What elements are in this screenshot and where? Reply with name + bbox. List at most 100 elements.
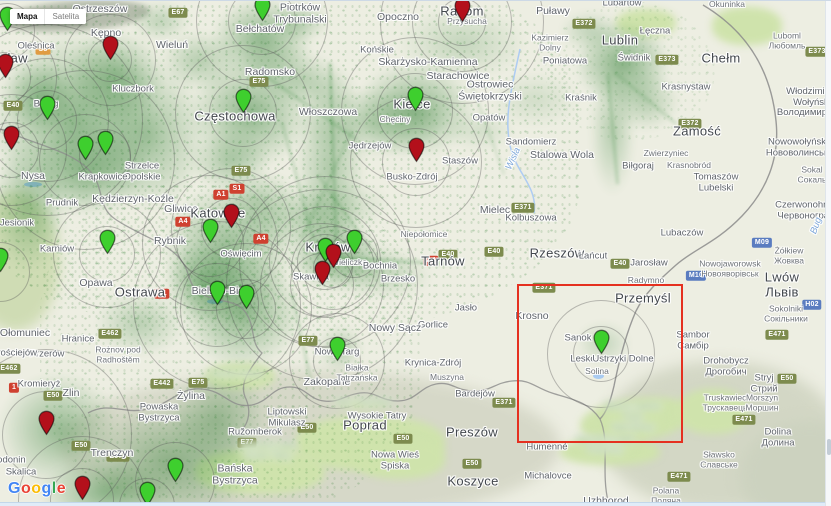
map-button[interactable]: Mapa xyxy=(10,9,46,25)
google-logo-letter: e xyxy=(56,480,67,497)
road-shield: E442 xyxy=(150,378,174,390)
pin-icon xyxy=(324,243,342,269)
pin-icon xyxy=(76,135,94,161)
map-pin-red[interactable] xyxy=(222,203,240,229)
map-pin-green[interactable] xyxy=(201,218,219,244)
road-shield: E371 xyxy=(511,202,535,214)
gps-density-blob xyxy=(610,71,680,131)
road-shield: E50 xyxy=(297,422,317,434)
road-shield: E77 xyxy=(298,335,318,347)
pin-icon xyxy=(73,475,91,501)
map-pin-green[interactable] xyxy=(98,229,116,255)
map-pin-green[interactable] xyxy=(592,329,610,355)
pin-icon xyxy=(234,88,252,114)
road-shield: E372 xyxy=(572,18,596,30)
google-logo-letter: o xyxy=(20,480,32,497)
map-pin-green[interactable] xyxy=(96,130,114,156)
google-logo-letter: G xyxy=(8,480,21,497)
pin-icon xyxy=(101,35,119,61)
road-shield: E50 xyxy=(43,390,63,402)
map-pin-red[interactable] xyxy=(101,35,119,61)
map-pin-green[interactable] xyxy=(166,457,184,483)
vertical-scrollbar[interactable] xyxy=(825,1,831,506)
park-patch xyxy=(355,439,445,479)
map-pin-green[interactable] xyxy=(406,86,424,112)
gps-density-blob xyxy=(574,20,670,106)
horizontal-scrollbar[interactable] xyxy=(0,502,825,506)
map-pin-red[interactable] xyxy=(313,260,331,286)
road-shield: S1 xyxy=(229,183,245,195)
road-shield: E40 xyxy=(438,249,458,261)
map-pin-green[interactable] xyxy=(38,95,56,121)
map-pin-red[interactable] xyxy=(2,125,20,151)
road-shield: E50 xyxy=(777,373,797,385)
marker-range-ring xyxy=(547,300,655,408)
pin-icon xyxy=(2,125,20,151)
marker-range-ring xyxy=(289,313,385,409)
satellite-button[interactable]: Satelita xyxy=(45,9,87,25)
map-pin-red[interactable] xyxy=(453,1,471,23)
road-shield: S8 xyxy=(35,44,51,56)
map-type-control: Mapa Satelita xyxy=(10,9,87,25)
road-shield: A4 xyxy=(175,216,191,228)
pin-icon xyxy=(592,329,610,355)
marker-range-ring xyxy=(79,129,131,181)
road-shield: E372 xyxy=(678,118,702,130)
pin-icon xyxy=(98,229,116,255)
map-pin-green[interactable] xyxy=(234,88,252,114)
google-logo-letter: l xyxy=(51,480,57,497)
road-shield: H02 xyxy=(802,299,822,311)
map-pin-green[interactable] xyxy=(0,247,9,273)
pin-icon xyxy=(313,260,331,286)
road-shield: E75 xyxy=(231,165,251,177)
map-pin-red[interactable] xyxy=(37,410,55,436)
pin-icon xyxy=(345,229,363,255)
road-shield: E75 xyxy=(249,76,269,88)
google-logo-letter: o xyxy=(31,480,42,497)
google-logo[interactable]: Google xyxy=(8,480,66,498)
map-pin-red[interactable] xyxy=(324,243,342,269)
pin-icon xyxy=(0,247,9,273)
pin-icon xyxy=(253,1,271,22)
road-shield: E371 xyxy=(532,282,556,294)
pin-icon xyxy=(38,95,56,121)
road-shield: E373 xyxy=(655,54,679,66)
map-pin-red[interactable] xyxy=(407,137,425,163)
vertical-scrollbar-thumb[interactable] xyxy=(827,439,831,455)
road-shield: M09 xyxy=(751,237,773,249)
pin-icon xyxy=(37,410,55,436)
road-shield: E471 xyxy=(765,329,789,341)
map-pin-green[interactable] xyxy=(138,481,156,503)
pin-icon xyxy=(138,481,156,503)
map-pin-green[interactable] xyxy=(253,1,271,22)
map-pin-green[interactable] xyxy=(345,229,363,255)
map-pin-red[interactable] xyxy=(73,475,91,501)
pin-icon xyxy=(0,53,14,79)
road-shield: A4 xyxy=(253,233,269,245)
pin-icon xyxy=(96,130,114,156)
pin-icon xyxy=(453,1,471,23)
pin-icon xyxy=(237,284,255,310)
map-pin-green[interactable] xyxy=(208,280,226,306)
road-shield: E371 xyxy=(492,397,516,409)
road-shield: E50 xyxy=(393,433,413,445)
road-shield: E40 xyxy=(3,100,23,112)
pin-icon xyxy=(201,218,219,244)
road-shield: E462 xyxy=(0,363,21,375)
map-pin-green[interactable] xyxy=(76,135,94,161)
map-pin-green[interactable] xyxy=(237,284,255,310)
map-pin-red[interactable] xyxy=(0,53,14,79)
park-patch xyxy=(616,9,676,37)
road-shield: E40 xyxy=(610,258,630,270)
pin-icon xyxy=(407,137,425,163)
pin-icon xyxy=(166,457,184,483)
road-shield: M10 xyxy=(685,270,707,282)
road-shield: E50 xyxy=(71,440,91,452)
map-pin-green[interactable] xyxy=(328,336,346,362)
road-shield: 1 xyxy=(8,382,20,394)
road-shield: E40 xyxy=(484,246,504,258)
road-shield: E471 xyxy=(667,471,691,483)
pin-icon xyxy=(208,280,226,306)
